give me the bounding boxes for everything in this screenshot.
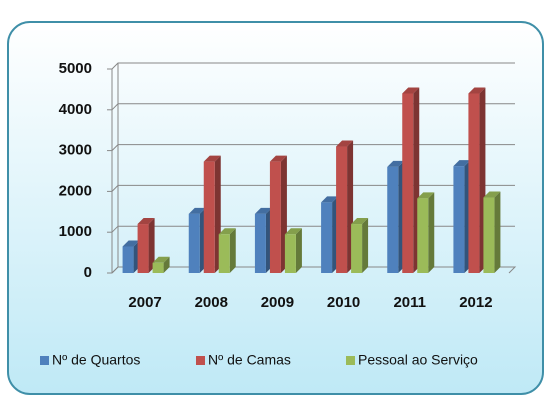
bar xyxy=(336,140,354,273)
bar-top xyxy=(351,218,369,225)
bar xyxy=(203,155,221,273)
bar xyxy=(321,196,339,273)
bar-top xyxy=(321,196,339,203)
bar-top xyxy=(417,192,435,199)
bar-side xyxy=(163,256,170,273)
grid-line xyxy=(111,184,515,192)
bar-top xyxy=(453,160,471,167)
bar-top xyxy=(203,155,221,162)
bar-front xyxy=(417,198,429,273)
y-tick-label: 5000 xyxy=(59,60,92,77)
bar-top xyxy=(336,140,354,147)
bar xyxy=(188,207,206,273)
bar xyxy=(284,228,302,273)
bar-side xyxy=(148,218,155,273)
bar-side xyxy=(494,191,501,273)
y-tick-label: 1000 xyxy=(59,223,92,240)
bar-front xyxy=(453,166,465,273)
bar-side xyxy=(295,228,302,273)
y-tick-label: 0 xyxy=(84,264,92,281)
y-tick-label: 4000 xyxy=(59,101,92,118)
bar-side xyxy=(428,192,435,273)
bar-front xyxy=(351,224,363,273)
bar-front xyxy=(284,234,296,273)
bar-front xyxy=(387,166,399,273)
bar xyxy=(122,240,140,273)
legend-swatch xyxy=(196,356,205,365)
bar-top xyxy=(387,160,405,167)
bar-front xyxy=(203,161,215,273)
bar xyxy=(468,87,486,273)
bar-top xyxy=(188,207,206,214)
bar-top xyxy=(137,218,155,225)
legend-label: Pessoal ao Serviço xyxy=(358,352,478,368)
bar-front xyxy=(188,213,200,273)
bar xyxy=(152,256,170,273)
bar-side xyxy=(229,228,236,273)
bar-front xyxy=(137,224,149,273)
bar xyxy=(269,155,287,273)
legend-label: Nº de Camas xyxy=(208,352,291,368)
x-tick-label: 2011 xyxy=(393,294,426,311)
x-tick-label: 2007 xyxy=(128,294,161,311)
grid-line xyxy=(111,144,515,151)
bar xyxy=(417,192,435,273)
bar xyxy=(387,160,405,273)
bar-top xyxy=(254,207,272,214)
bar-top xyxy=(122,240,140,247)
x-tick-label: 2008 xyxy=(195,294,228,311)
bar-top xyxy=(269,155,287,162)
bar xyxy=(351,218,369,273)
bar xyxy=(218,228,236,273)
x-tick-label: 2009 xyxy=(261,294,294,311)
bar xyxy=(254,207,272,273)
bar-top xyxy=(152,256,170,263)
bar-top xyxy=(468,87,486,94)
legend-swatch xyxy=(40,356,49,365)
x-tick-label: 2012 xyxy=(459,294,492,311)
bar-front xyxy=(402,93,414,273)
bar-top xyxy=(483,191,501,198)
bar-front xyxy=(336,146,348,273)
bar-front xyxy=(483,197,495,273)
y-tick-label: 2000 xyxy=(59,182,92,199)
legend-swatch xyxy=(346,356,355,365)
legend-label: Nº de Quartos xyxy=(52,352,140,368)
grid-line xyxy=(111,62,515,70)
grid-line xyxy=(111,103,515,111)
bar xyxy=(137,218,155,273)
bar xyxy=(453,160,471,273)
bar-front xyxy=(254,213,266,273)
bar-front xyxy=(269,161,281,273)
bar-front xyxy=(122,246,134,273)
grid-line xyxy=(111,225,515,233)
bar-front xyxy=(152,262,164,273)
bar xyxy=(483,191,501,273)
y-tick-label: 3000 xyxy=(59,142,92,159)
bar-top xyxy=(402,87,420,94)
bar-top xyxy=(284,228,302,235)
grid-line xyxy=(111,266,515,274)
x-tick-label: 2010 xyxy=(327,294,360,311)
bar-front xyxy=(321,202,333,273)
bar-front xyxy=(468,93,480,273)
bar-side xyxy=(362,218,369,273)
bar-top xyxy=(218,228,236,235)
bar xyxy=(402,87,420,273)
bar-front xyxy=(218,234,230,273)
